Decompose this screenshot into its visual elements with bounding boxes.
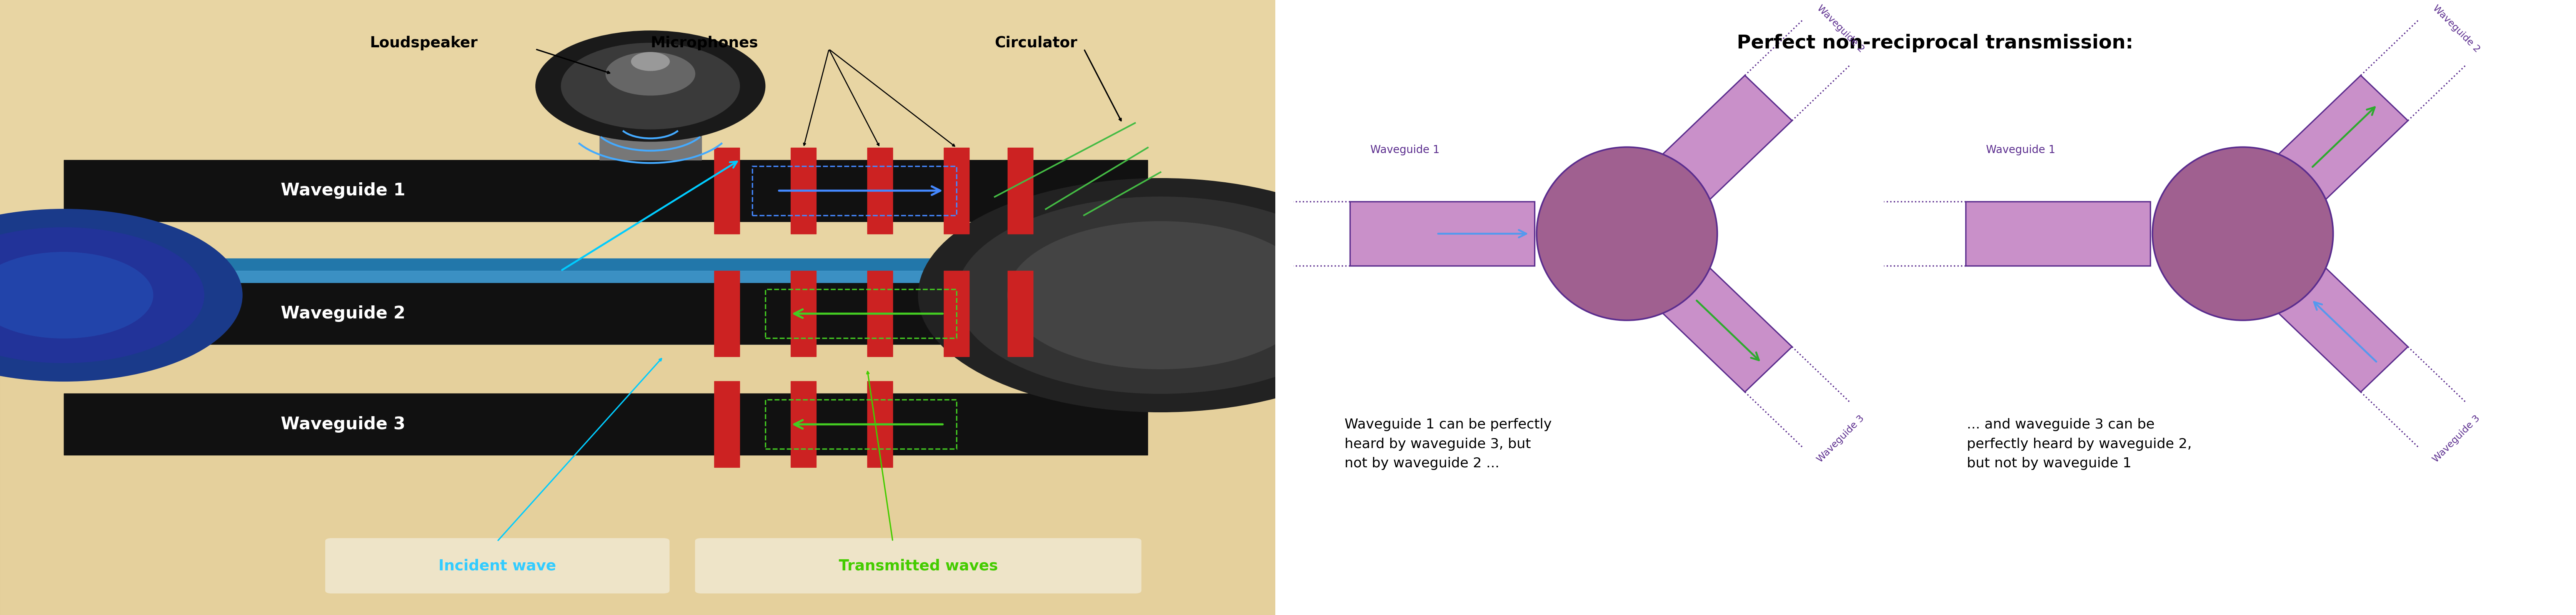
Text: Waveguide 2: Waveguide 2 <box>1816 3 1865 54</box>
Circle shape <box>631 52 670 71</box>
Text: Microphones: Microphones <box>649 36 757 50</box>
Bar <box>600 111 701 160</box>
FancyBboxPatch shape <box>325 538 670 593</box>
Bar <box>868 381 891 467</box>
Bar <box>791 148 817 234</box>
Text: Incident wave: Incident wave <box>438 558 556 573</box>
Bar <box>0 308 1275 615</box>
Bar <box>64 271 1149 295</box>
Circle shape <box>0 228 204 363</box>
Text: Waveguide 2: Waveguide 2 <box>2432 3 2481 54</box>
Circle shape <box>536 31 765 141</box>
Text: Waveguide 1: Waveguide 1 <box>1370 145 1440 156</box>
Bar <box>943 271 969 357</box>
Circle shape <box>1535 147 1718 320</box>
Circle shape <box>956 197 1365 394</box>
Polygon shape <box>2231 221 2409 392</box>
Circle shape <box>1007 221 1314 369</box>
Bar <box>64 394 1149 455</box>
Text: Circulator: Circulator <box>994 36 1077 50</box>
Circle shape <box>605 52 696 95</box>
Polygon shape <box>2231 76 2409 246</box>
Text: Waveguide 1: Waveguide 1 <box>1986 145 2056 156</box>
Text: Waveguide 3: Waveguide 3 <box>2432 413 2481 464</box>
Bar <box>765 400 956 449</box>
Bar <box>765 289 956 338</box>
Text: Loudspeaker: Loudspeaker <box>371 36 477 50</box>
Bar <box>1007 271 1033 357</box>
Polygon shape <box>1615 221 1793 392</box>
FancyBboxPatch shape <box>696 538 1141 593</box>
Text: Waveguide 1 can be perfectly
heard by waveguide 3, but
not by waveguide 2 ...: Waveguide 1 can be perfectly heard by wa… <box>1345 418 1551 470</box>
Bar <box>714 271 739 357</box>
Polygon shape <box>1615 76 1793 246</box>
Text: Waveguide 2: Waveguide 2 <box>281 306 404 322</box>
Bar <box>752 166 956 215</box>
Circle shape <box>917 178 1404 412</box>
Circle shape <box>0 209 242 381</box>
Bar <box>791 381 817 467</box>
Text: Perfect non-reciprocal transmission:: Perfect non-reciprocal transmission: <box>1736 34 2133 52</box>
Text: Waveguide 3: Waveguide 3 <box>281 416 404 432</box>
Text: Transmitted waves: Transmitted waves <box>840 558 997 573</box>
Bar <box>64 160 1149 221</box>
Bar <box>791 271 817 357</box>
Bar <box>714 381 739 467</box>
Bar <box>64 258 1149 344</box>
Text: Waveguide 3: Waveguide 3 <box>1816 413 1865 464</box>
Text: ... and waveguide 3 can be
perfectly heard by waveguide 2,
but not by waveguide : ... and waveguide 3 can be perfectly hea… <box>1965 418 2192 470</box>
Bar <box>64 283 1149 344</box>
Bar <box>1007 148 1033 234</box>
Bar <box>714 148 739 234</box>
Bar <box>868 148 891 234</box>
Circle shape <box>2151 147 2334 320</box>
Bar <box>943 148 969 234</box>
Text: Waveguide 1: Waveguide 1 <box>281 183 404 199</box>
Bar <box>1350 202 1535 266</box>
Circle shape <box>562 43 739 129</box>
Bar <box>868 271 891 357</box>
Bar <box>1965 202 2151 266</box>
Circle shape <box>0 252 152 338</box>
